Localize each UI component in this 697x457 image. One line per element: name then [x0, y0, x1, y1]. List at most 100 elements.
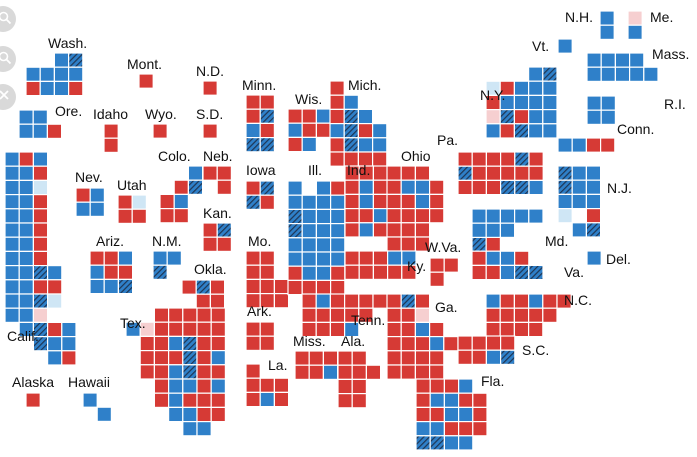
district-tile-calif-democratic[interactable] — [18, 307, 35, 324]
district-tile-wva-republican[interactable] — [429, 271, 445, 288]
district-tile-ga-republican[interactable] — [386, 350, 402, 366]
district-tile-ind-republican[interactable] — [372, 179, 389, 195]
district-tile-tenn-republican[interactable] — [372, 293, 388, 309]
district-tile-calif-republican[interactable] — [46, 279, 63, 295]
district-tile-va-democratic[interactable] — [499, 264, 516, 281]
district-tile-ind-republican[interactable] — [344, 179, 360, 195]
district-tile-calif-democratic[interactable] — [18, 293, 35, 309]
district-tile-calif-republican[interactable] — [32, 208, 49, 224]
district-tile-calif-republican[interactable] — [32, 222, 49, 238]
district-tile-ny-democratic[interactable] — [527, 123, 544, 139]
district-tile-tex-flipped[interactable] — [182, 335, 198, 352]
district-tile-md-democratic[interactable] — [471, 208, 487, 224]
district-tile-calif-democratic[interactable] — [18, 236, 35, 252]
district-tile-nj-flipped[interactable] — [585, 222, 602, 238]
district-tile-va-democratic[interactable] — [485, 250, 502, 266]
district-tile-calif-democratic[interactable] — [4, 250, 20, 267]
district-tile-pa-republican[interactable] — [485, 151, 502, 167]
district-tile-va-democratic[interactable] — [499, 250, 516, 266]
district-tile-mich-democratic[interactable] — [357, 137, 374, 153]
district-tile-ohio-republican[interactable] — [386, 222, 402, 238]
district-tile-wash-democratic[interactable] — [25, 66, 41, 82]
district-tile-colo-democratic[interactable] — [187, 165, 204, 181]
district-tile-calif-democratic[interactable] — [4, 194, 20, 210]
district-tile-ill-democratic[interactable] — [330, 223, 346, 239]
district-tile-ill-democratic[interactable] — [315, 194, 332, 210]
district-tile-tenn-democratic[interactable] — [315, 293, 332, 309]
district-tile-ore-democratic[interactable] — [32, 109, 49, 125]
district-tile-ind-republican[interactable] — [344, 193, 360, 210]
district-tile-fla-democratic[interactable] — [415, 421, 431, 437]
district-tile-fla-republican[interactable] — [443, 421, 460, 437]
district-tile-ill-democratic[interactable] — [287, 194, 303, 210]
district-tile-ariz-republican[interactable] — [103, 250, 119, 266]
district-tile-ohio-republican[interactable] — [414, 165, 431, 181]
district-tile-ind-democratic[interactable] — [358, 193, 375, 210]
district-tile-calif-democratic[interactable] — [4, 307, 20, 324]
district-tile-pa-republican[interactable] — [471, 165, 488, 181]
district-tile-calif-democratic[interactable] — [4, 151, 20, 167]
district-tile-nev-democratic[interactable] — [75, 201, 91, 217]
district-tile-calif-republican[interactable] — [46, 321, 63, 338]
district-tile-ga-republican[interactable] — [400, 336, 417, 352]
district-tile-nc-republican[interactable] — [513, 307, 530, 324]
district-tile-ny-democratic[interactable] — [527, 94, 544, 111]
district-tile-ark-republican[interactable] — [259, 321, 276, 337]
district-tile-fla-democratic[interactable] — [443, 392, 460, 409]
district-tile-ill-republican[interactable] — [301, 279, 318, 296]
district-tile-iowa-flipped[interactable] — [259, 180, 276, 196]
district-tile-ohio-republican[interactable] — [400, 165, 417, 181]
district-tile-ohio-republican[interactable] — [386, 179, 402, 195]
district-tile-okla-republican[interactable] — [181, 279, 197, 295]
district-tile-utah-republican[interactable] — [117, 208, 133, 224]
district-tile-ny-democratic[interactable] — [542, 108, 558, 125]
district-tile-ala-republican[interactable] — [337, 393, 353, 409]
district-tile-ri-democratic[interactable] — [586, 95, 602, 111]
district-tile-nc-republican[interactable] — [499, 321, 516, 338]
district-tile-fla-democratic[interactable] — [429, 421, 446, 437]
district-tile-fla-republican[interactable] — [415, 392, 431, 409]
district-tile-nj-democratic[interactable] — [571, 193, 588, 210]
district-tile-idaho-republican[interactable] — [103, 137, 119, 153]
district-tile-ark-republican[interactable] — [245, 335, 261, 352]
district-tile-mich-flipped[interactable] — [343, 122, 360, 139]
district-tile-hawaii-democratic[interactable] — [82, 392, 98, 408]
district-tile-ga-republican[interactable] — [414, 293, 431, 309]
district-tile-mo-republican[interactable] — [245, 264, 261, 281]
district-tile-tex-democratic[interactable] — [168, 392, 184, 409]
district-tile-ny-democratic[interactable] — [542, 80, 558, 96]
district-tile-tex-republican[interactable] — [196, 392, 212, 409]
district-tile-nc-democratic[interactable] — [527, 293, 544, 309]
district-tile-wva-republican[interactable] — [443, 257, 460, 273]
district-tile-alaska-republican[interactable] — [25, 392, 41, 408]
district-tile-nj-flipped[interactable] — [557, 179, 573, 195]
district-tile-calif-democratic[interactable] — [4, 236, 20, 252]
district-tile-ohio-republican[interactable] — [429, 208, 445, 224]
district-tile-ind-democratic[interactable] — [358, 222, 375, 238]
district-tile-calif-democratic[interactable] — [18, 179, 35, 196]
district-tile-nc-republican[interactable] — [513, 321, 530, 338]
district-tile-neb-republican[interactable] — [216, 165, 232, 181]
district-tile-neb-republican[interactable] — [202, 165, 218, 181]
district-tile-ill-democratic[interactable] — [301, 208, 318, 225]
district-tile-idaho-republican[interactable] — [103, 123, 119, 139]
district-tile-calif-democratic[interactable] — [61, 321, 77, 338]
district-tile-mo-republican[interactable] — [245, 278, 261, 295]
district-tile-tex-democratic[interactable] — [182, 421, 198, 437]
district-tile-tex-republican[interactable] — [210, 392, 226, 409]
district-tile-wis-democratic[interactable] — [315, 108, 332, 124]
district-tile-wyo-republican[interactable] — [152, 123, 168, 139]
district-tile-ill-democratic[interactable] — [287, 251, 303, 267]
district-tile-colo-democratic[interactable] — [173, 193, 189, 210]
district-tile-tex-republican[interactable] — [210, 406, 226, 423]
district-tile-ky-republican[interactable] — [387, 264, 403, 281]
district-tile-tex-republican[interactable] — [153, 378, 170, 394]
district-tile-colo-flipped[interactable] — [187, 179, 204, 195]
district-tile-ill-democratic[interactable] — [315, 265, 332, 282]
district-tile-ny-democratic[interactable] — [513, 94, 530, 111]
district-tile-conn-democratic[interactable] — [557, 137, 573, 153]
district-tile-calif-democratic[interactable] — [46, 336, 63, 352]
district-tile-tex-democratic[interactable] — [168, 378, 184, 394]
district-tile-ark-republican[interactable] — [259, 335, 276, 352]
close-button[interactable] — [0, 84, 16, 110]
